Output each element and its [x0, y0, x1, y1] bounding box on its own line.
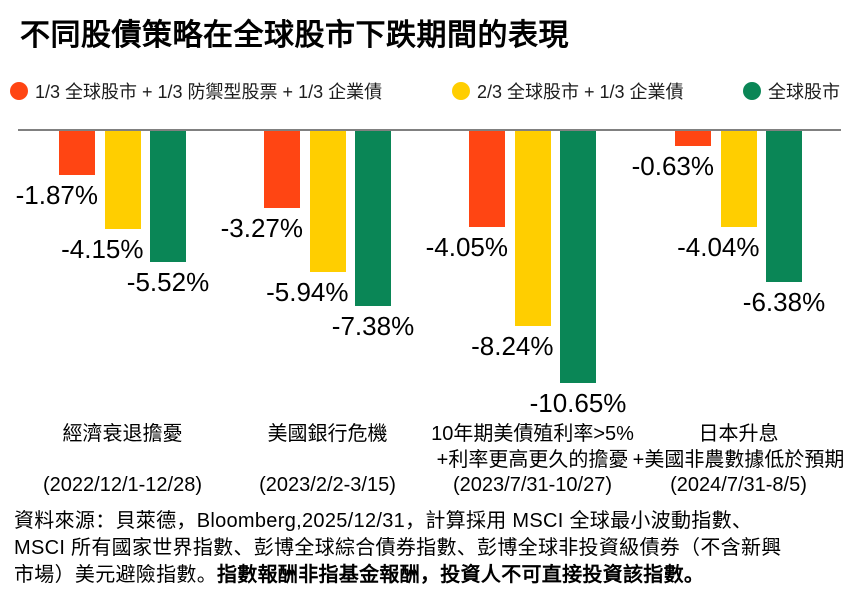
category-date-range: (2023/2/2-3/15) [259, 474, 396, 496]
bar-series1-group4 [675, 131, 711, 146]
bar-series2-group4 [720, 131, 757, 227]
category-name: 日本升息 +美國非農數據低於預期 [632, 423, 845, 471]
bar-series3-group1 [150, 131, 186, 262]
value-label-series1-group4: -0.63% [631, 151, 714, 181]
value-label-series2-group4: -4.04% [677, 232, 760, 262]
category-label-group2: 美國銀行危機 (2023/2/2-3/15) [208, 421, 448, 497]
category-label-group3: 10年期美債殖利率>5% +利率更高更久的擔憂 (2023/7/31-10/27) [413, 421, 653, 497]
bar-series3-group3 [560, 131, 596, 383]
category-date-range: (2024/7/31-8/5) [670, 474, 807, 496]
value-label-series1-group3: -4.05% [425, 232, 508, 262]
source-note: 資料來源：貝萊德，Bloomberg,2025/12/31，計算採用 MSCI … [14, 508, 854, 589]
value-label-series1-group1: -1.87% [15, 180, 98, 210]
bar-series1-group3 [469, 131, 505, 227]
category-date-range: (2022/12/1-12/28) [42, 474, 202, 496]
legend-label: 全球股市 [768, 82, 840, 102]
bar-series1-group1 [59, 131, 95, 175]
bar-series2-group1 [104, 131, 141, 229]
value-label-series3-group4: -6.38% [742, 287, 826, 317]
zero-baseline [18, 129, 841, 131]
category-name: 美國銀行危機 [267, 423, 388, 445]
value-label-series2-group1: -4.15% [61, 234, 144, 264]
legend-swatch-orange-icon [10, 82, 28, 100]
value-label-series1-group2: -3.27% [220, 213, 303, 243]
legend-label: 1/3 全球股市 + 1/3 防禦型股票 + 1/3 企業債 [35, 82, 383, 102]
source-note-line: MSCI 所有國家世界指數、彭博全球綜合債券指數、彭博全球非投資級債券（不含新興 [14, 537, 782, 559]
bar-series2-group3 [514, 131, 551, 326]
category-date-range: (2023/7/31-10/27) [452, 474, 612, 496]
legend-label: 2/3 全球股市 + 1/3 企業債 [477, 82, 684, 102]
value-label-series2-group3: -8.24% [471, 331, 554, 361]
bar-series2-group2 [309, 131, 346, 272]
legend-swatch-green-icon [743, 82, 761, 100]
bar-series3-group2 [355, 131, 391, 306]
category-name: 10年期美債殖利率>5% +利率更高更久的擔憂 [431, 423, 634, 471]
value-label-series3-group3: -10.65% [529, 388, 627, 418]
source-note-line: 資料來源：貝萊德，Bloomberg,2025/12/31，計算採用 MSCI … [14, 510, 753, 532]
value-label-series3-group1: -5.52% [126, 267, 210, 297]
legend-swatch-yellow-icon [452, 82, 470, 100]
legend-item-strategy-two-thirds: 2/3 全球股市 + 1/3 企業債 [452, 78, 684, 104]
category-label-group4: 日本升息 +美國非農數據低於預期 (2024/7/31-8/5) [619, 421, 859, 497]
legend-item-strategy-defensive: 1/3 全球股市 + 1/3 防禦型股票 + 1/3 企業債 [10, 78, 382, 104]
bar-series1-group2 [264, 131, 300, 208]
source-note-line: 市場）美元避險指數。指數報酬非指基金報酬，投資人不可直接投資該指數。 [14, 564, 705, 586]
bar-series3-group4 [766, 131, 802, 282]
chart-title: 不同股債策略在全球股市下跌期間的表現 [20, 19, 569, 52]
value-label-series2-group2: -5.94% [266, 277, 349, 307]
legend-item-global-equity: 全球股市 [743, 78, 840, 104]
category-label-group1: 經濟衰退擔憂 (2022/12/1-12/28) [3, 421, 243, 497]
category-name: 經濟衰退擔憂 [62, 423, 183, 445]
value-label-series3-group2: -7.38% [331, 311, 415, 341]
